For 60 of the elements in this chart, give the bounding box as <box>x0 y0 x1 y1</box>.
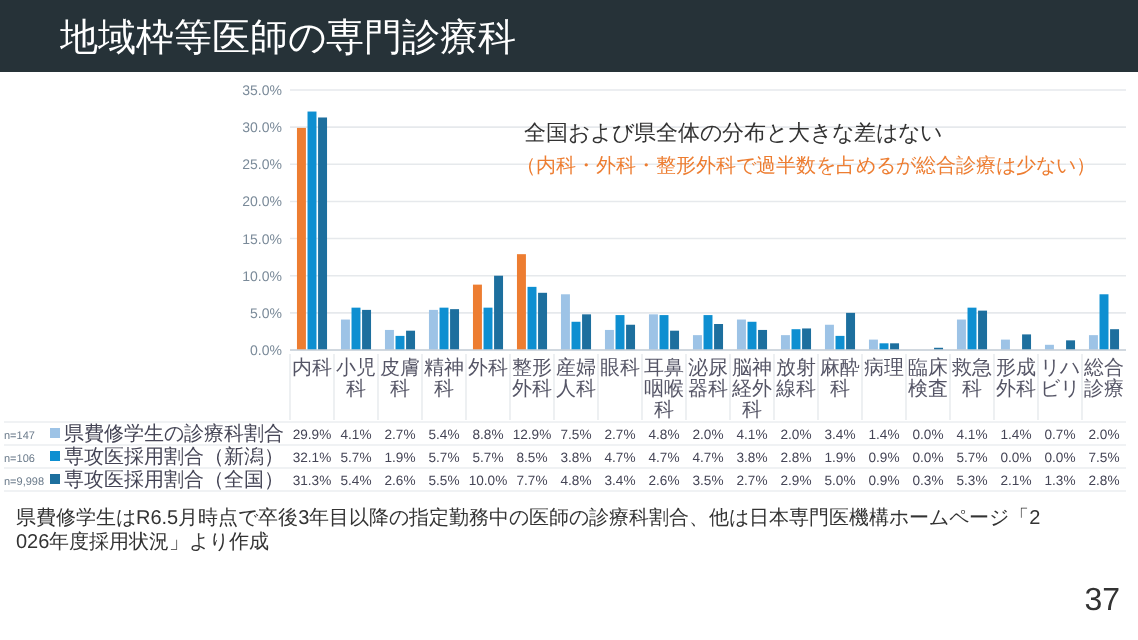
annotation: （内科・外科・整形外科で過半数を占めるが総合診療は少ない） <box>516 154 1096 178</box>
x-tick-label: 皮膚科 <box>380 356 420 401</box>
x-tick-label: 外科 <box>468 356 508 380</box>
x-tick-label: 脳神経外科 <box>730 356 772 422</box>
bar <box>956 319 966 350</box>
bar <box>824 324 834 350</box>
bar <box>384 329 394 350</box>
bar <box>318 117 328 350</box>
bar <box>1110 329 1120 350</box>
bar <box>450 309 460 350</box>
x-tick-label: 小児科 <box>336 356 376 401</box>
bar <box>494 275 504 350</box>
bar <box>582 314 592 350</box>
x-tick-label: 耳鼻咽喉科 <box>644 356 684 422</box>
bar <box>362 309 372 350</box>
bar <box>406 330 416 350</box>
bar <box>472 284 482 350</box>
x-tick-label: 泌尿器科 <box>688 356 728 401</box>
bar <box>978 310 988 350</box>
bar <box>428 309 438 350</box>
text: 県費修学生はR6.5月時点で卒後3年目以降の指定勤務中の医師の診療科割合、他は日本専門医機構ホームページ「2026年度採用状況」より作成 <box>16 506 1042 554</box>
legend-label: 専攻医採用割合（全国） <box>64 468 284 492</box>
bar <box>802 328 812 350</box>
legend-label: 専攻医採用割合（新潟） <box>64 445 284 469</box>
bar <box>296 127 306 350</box>
bar <box>890 343 900 350</box>
x-tick-label: 病理 <box>864 356 904 380</box>
legend-label: 県費修学生の診療科割合 <box>64 422 284 446</box>
x-tick-label: 整形外科 <box>512 356 552 401</box>
bar <box>670 330 680 350</box>
bar <box>340 319 350 350</box>
bar <box>714 324 724 350</box>
x-tick-label: 放射線科 <box>774 356 816 401</box>
bar <box>604 329 614 350</box>
bar <box>560 294 570 350</box>
bar <box>736 319 746 350</box>
bar <box>516 254 526 350</box>
x-tick-label: 総合診療 <box>1082 356 1124 401</box>
x-tick-label: 精神科 <box>424 356 464 401</box>
bar <box>538 292 548 350</box>
x-tick-label: リハビリ <box>1040 358 1080 401</box>
bar <box>1022 334 1032 350</box>
x-tick-label: 産婦人科 <box>556 356 596 401</box>
x-tick-label: 麻酔科 <box>820 356 860 401</box>
text: 37 <box>1084 584 1121 618</box>
bar <box>780 335 790 350</box>
bar <box>1088 335 1098 350</box>
x-tick-label: 救急科 <box>950 356 992 401</box>
chart-title: 地域枠等医師の専門診療科 <box>58 16 516 60</box>
x-tick-label: 形成外科 <box>996 356 1036 401</box>
bar <box>648 314 658 350</box>
bar <box>758 329 768 350</box>
annotation: 全国および県全体の分布と大きな差はない <box>524 120 942 146</box>
bar <box>626 324 636 350</box>
bar <box>1066 340 1076 350</box>
bar <box>846 312 856 350</box>
x-tick-label: 眼科 <box>600 356 640 380</box>
x-tick-label: 内科 <box>292 356 332 380</box>
x-tick-label: 臨床検査 <box>908 356 948 401</box>
bar <box>692 335 702 350</box>
